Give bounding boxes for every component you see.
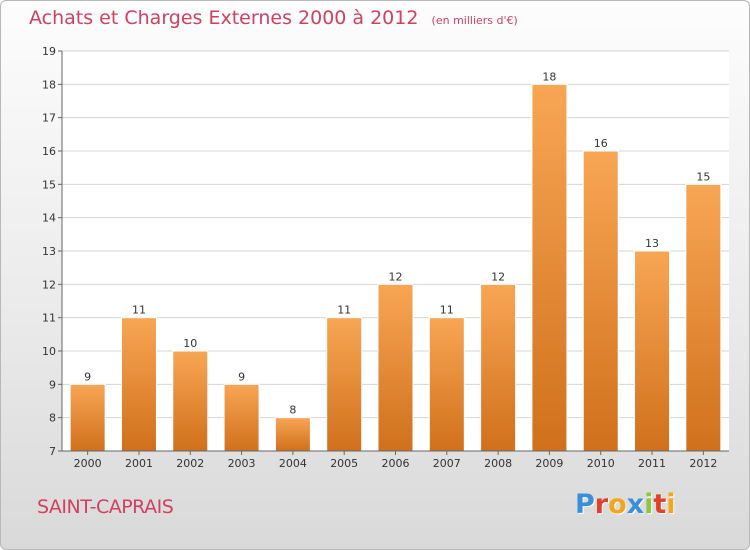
bar-value-label: 12	[389, 270, 403, 283]
x-tick-label: 2001	[125, 457, 153, 470]
bar-value-label: 16	[594, 137, 608, 150]
bar	[582, 150, 619, 452]
y-tick-label: 7	[49, 445, 56, 458]
y-tick-label: 11	[42, 312, 56, 325]
logo-letter: i	[644, 489, 654, 520]
bar	[428, 317, 465, 452]
bar	[274, 417, 311, 452]
bar	[326, 317, 363, 452]
x-tick-label: 2004	[279, 457, 307, 470]
bar-value-label: 9	[84, 370, 91, 383]
logo-letter: x	[626, 489, 645, 520]
y-tick-label: 15	[42, 178, 56, 191]
bar-value-label: 18	[542, 70, 556, 83]
bar-value-label: 15	[696, 170, 710, 183]
y-tick-label: 17	[42, 112, 56, 125]
logo-letter: i	[666, 489, 676, 520]
y-tick-label: 13	[42, 245, 56, 258]
x-tick-label: 2012	[689, 457, 717, 470]
x-tick-label: 2008	[484, 457, 512, 470]
x-tick-label: 2005	[330, 457, 358, 470]
bar	[172, 350, 209, 452]
bar-value-label: 11	[132, 304, 146, 317]
logo-letter: o	[608, 489, 627, 520]
x-tick-label: 2003	[228, 457, 256, 470]
bar-value-label: 12	[491, 270, 505, 283]
bar-value-label: 13	[645, 237, 659, 250]
x-tick-label: 2007	[433, 457, 461, 470]
y-tick-label: 19	[42, 45, 56, 58]
y-tick-label: 14	[42, 212, 56, 225]
logo-letter: t	[653, 489, 667, 520]
bar-value-label: 10	[183, 337, 197, 350]
x-tick-label: 2006	[382, 457, 410, 470]
y-tick-label: 16	[42, 145, 56, 158]
x-tick-label: 2002	[176, 457, 204, 470]
x-tick-label: 2009	[535, 457, 563, 470]
y-tick-label: 8	[49, 412, 56, 425]
bar	[685, 183, 722, 452]
bar	[377, 283, 414, 452]
bar-value-label: 11	[440, 304, 454, 317]
x-tick-label: 2011	[638, 457, 666, 470]
logo-letter: r	[594, 489, 609, 520]
bar	[69, 383, 106, 452]
y-tick-label: 10	[42, 345, 56, 358]
chart-title-block: Achats et Charges Externes 2000 à 2012 (…	[29, 7, 518, 29]
y-tick-label: 9	[49, 378, 56, 391]
y-axis: 7 8 9 10 11 12 13 14 15 16 17 18 19	[42, 45, 63, 458]
chart-unit: (en milliers d'€)	[431, 14, 518, 27]
bar-value-label: 8	[289, 404, 296, 417]
bar-value-label: 9	[238, 370, 245, 383]
x-axis: 2000 2001 2002 2003 2004 2005 2006 2007 2008 2009…	[62, 450, 729, 470]
logo-letter: P	[575, 489, 595, 520]
bar	[634, 250, 671, 452]
bar	[223, 383, 260, 452]
y-tick-label: 12	[42, 278, 56, 291]
bar	[120, 317, 157, 452]
proxiti-logo[interactable]: Proxiti	[575, 489, 676, 520]
x-tick-label: 2000	[74, 457, 102, 470]
chart-title: Achats et Charges Externes 2000 à 2012	[29, 7, 419, 29]
y-tick-label: 18	[42, 78, 56, 91]
town-name: SAINT-CAPRAIS	[37, 496, 174, 518]
x-tick-label: 2010	[587, 457, 615, 470]
bar	[480, 283, 517, 452]
bar	[531, 83, 568, 452]
bars: 9 11 10 9 8 11 12 11 12 18 16 13 15	[69, 70, 722, 452]
bar-value-label: 11	[337, 304, 351, 317]
